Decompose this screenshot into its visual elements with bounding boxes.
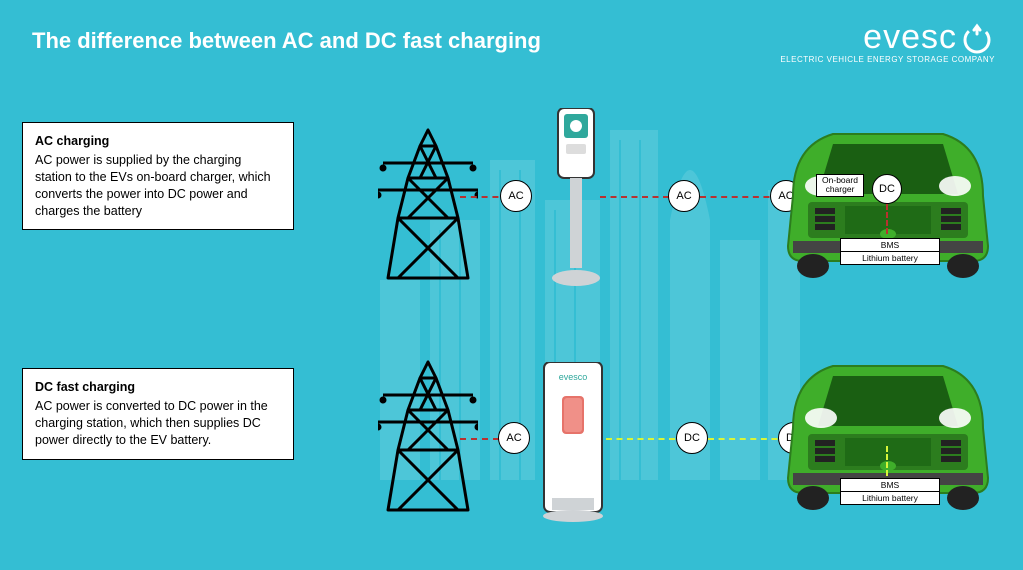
ac-wire-3 — [700, 196, 780, 198]
page-title: The difference between AC and DC fast ch… — [32, 28, 541, 54]
dc-body-text: AC power is converted to DC power in the… — [35, 399, 268, 447]
ac-row: AC charging AC power is supplied by the … — [0, 118, 1023, 318]
dc-bms-box: BMS Lithium battery — [840, 478, 940, 505]
ac-heading: AC charging — [35, 133, 281, 150]
dc-bms-label: BMS — [841, 479, 939, 492]
pylon-icon — [378, 128, 478, 288]
ac-charger-icon — [548, 108, 604, 288]
dc-battery-label: Lithium battery — [841, 492, 939, 504]
ac-body-text: AC power is supplied by the charging sta… — [35, 153, 271, 218]
logo-text: evesc — [863, 18, 957, 57]
pylon-icon-dc — [378, 360, 478, 520]
dc-node-ac: AC — [498, 422, 530, 454]
ac-node-2: AC — [668, 180, 700, 212]
ac-bms-box: BMS Lithium battery — [840, 238, 940, 265]
dc-description-box: DC fast charging AC power is converted t… — [22, 368, 294, 460]
ac-battery-label: Lithium battery — [841, 252, 939, 264]
dc-charger-brand: evesco — [559, 372, 588, 382]
dc-node-1: DC — [676, 422, 708, 454]
ac-bms-label: BMS — [841, 239, 939, 252]
logo-tagline: ELECTRIC VEHICLE ENERGY STORAGE COMPANY — [780, 55, 995, 64]
dc-heading: DC fast charging — [35, 379, 281, 396]
ac-wire-down — [886, 204, 888, 234]
onboard-charger-label: On-board charger — [816, 174, 864, 197]
power-icon — [959, 20, 995, 56]
dc-row: DC fast charging AC power is converted t… — [0, 350, 1023, 550]
ac-description-box: AC charging AC power is supplied by the … — [22, 122, 294, 230]
dc-charger-icon: evesco — [538, 362, 608, 522]
brand-logo: evesc ELECTRIC VEHICLE ENERGY STORAGE CO… — [780, 18, 995, 64]
ac-node-dc: DC — [872, 174, 902, 204]
ac-node-1: AC — [500, 180, 532, 212]
dc-wire-down — [886, 446, 888, 476]
logo-wordmark: evesc — [780, 18, 995, 57]
